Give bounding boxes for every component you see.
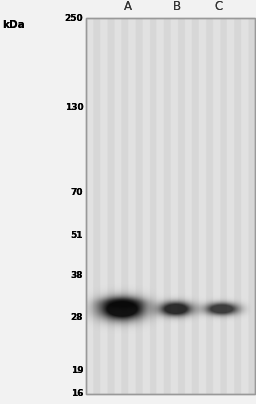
- Bar: [209, 18, 212, 394]
- Bar: [233, 18, 237, 394]
- Text: kDa: kDa: [3, 20, 25, 30]
- Text: C: C: [215, 0, 223, 13]
- Bar: [170, 18, 174, 394]
- Text: 250: 250: [65, 14, 83, 23]
- Bar: [142, 18, 146, 394]
- Bar: [86, 18, 255, 394]
- Bar: [114, 18, 118, 394]
- Text: 70: 70: [71, 188, 83, 197]
- Bar: [118, 18, 121, 394]
- Text: 28: 28: [71, 313, 83, 322]
- Bar: [107, 18, 110, 394]
- Bar: [160, 18, 163, 394]
- Bar: [132, 18, 135, 394]
- Bar: [86, 18, 89, 394]
- Bar: [205, 18, 209, 394]
- Bar: [163, 18, 167, 394]
- Text: 28: 28: [71, 313, 83, 322]
- Bar: [198, 18, 202, 394]
- Bar: [156, 18, 160, 394]
- Bar: [89, 18, 93, 394]
- Text: B: B: [173, 0, 181, 13]
- Bar: [138, 18, 142, 394]
- Text: 16: 16: [71, 389, 83, 398]
- Bar: [230, 18, 233, 394]
- Bar: [237, 18, 241, 394]
- Bar: [135, 18, 138, 394]
- Bar: [177, 18, 181, 394]
- Bar: [174, 18, 177, 394]
- Bar: [167, 18, 170, 394]
- Bar: [244, 18, 248, 394]
- Text: 19: 19: [71, 366, 83, 375]
- Bar: [188, 18, 191, 394]
- Bar: [212, 18, 216, 394]
- Bar: [128, 18, 132, 394]
- Text: C: C: [215, 0, 223, 13]
- Text: A: A: [124, 0, 132, 13]
- Bar: [146, 18, 149, 394]
- Text: 250: 250: [65, 14, 83, 23]
- Text: 16: 16: [71, 389, 83, 398]
- Text: A: A: [124, 0, 132, 13]
- Text: 51: 51: [71, 231, 83, 240]
- Bar: [153, 18, 156, 394]
- Bar: [103, 18, 107, 394]
- Text: 38: 38: [71, 271, 83, 280]
- Bar: [110, 18, 114, 394]
- Text: kDa: kDa: [3, 20, 25, 30]
- Bar: [202, 18, 205, 394]
- Bar: [248, 18, 251, 394]
- Text: 38: 38: [71, 271, 83, 280]
- Bar: [191, 18, 195, 394]
- Text: 70: 70: [71, 188, 83, 197]
- Text: 19: 19: [71, 366, 83, 375]
- Bar: [251, 18, 255, 394]
- Bar: [184, 18, 188, 394]
- Bar: [121, 18, 124, 394]
- Bar: [219, 18, 223, 394]
- Bar: [86, 18, 255, 394]
- Bar: [96, 18, 100, 394]
- Bar: [181, 18, 184, 394]
- Bar: [216, 18, 220, 394]
- Bar: [149, 18, 153, 394]
- Bar: [223, 18, 227, 394]
- Bar: [124, 18, 128, 394]
- Bar: [93, 18, 96, 394]
- Bar: [195, 18, 198, 394]
- Bar: [86, 18, 255, 394]
- Text: 130: 130: [65, 103, 83, 112]
- Text: 51: 51: [71, 231, 83, 240]
- Bar: [241, 18, 244, 394]
- Text: 130: 130: [65, 103, 83, 112]
- Bar: [227, 18, 230, 394]
- Text: B: B: [173, 0, 181, 13]
- Bar: [100, 18, 103, 394]
